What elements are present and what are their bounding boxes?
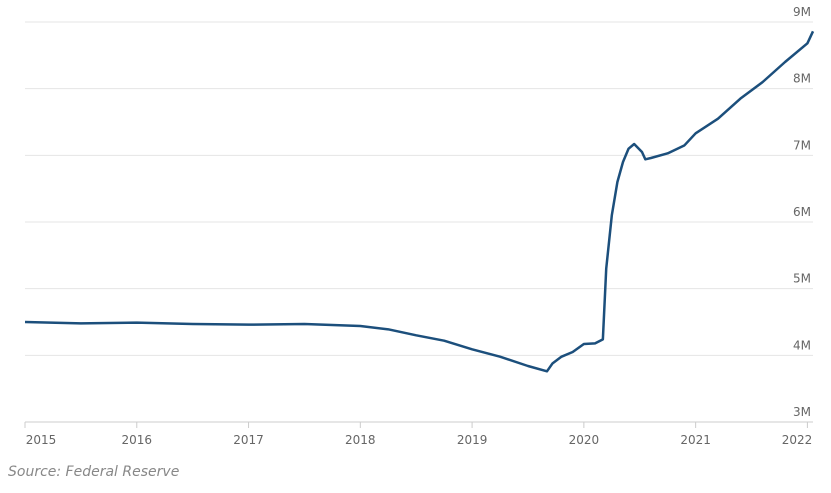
x-tick-label: 2015: [26, 433, 57, 447]
x-tick-label: 2017: [233, 433, 264, 447]
x-tick-label: 2022: [782, 433, 813, 447]
x-tick-label: 2018: [345, 433, 376, 447]
y-tick-label: 5M: [793, 272, 811, 286]
y-tick-label: 6M: [793, 205, 811, 219]
source-note: Source: Federal Reserve: [8, 464, 179, 480]
y-tick-label: 8M: [793, 72, 811, 86]
x-tick-label: 2016: [121, 433, 152, 447]
x-tick-label: 2020: [569, 433, 600, 447]
y-tick-label: 3M: [793, 405, 811, 419]
data-line: [24, 30, 815, 373]
y-tick-label: 7M: [793, 138, 811, 152]
y-tick-label: 9M: [793, 5, 811, 19]
y-tick-label: 4M: [793, 338, 811, 352]
x-tick-label: 2019: [457, 433, 488, 447]
x-tick-label: 2021: [680, 433, 711, 447]
